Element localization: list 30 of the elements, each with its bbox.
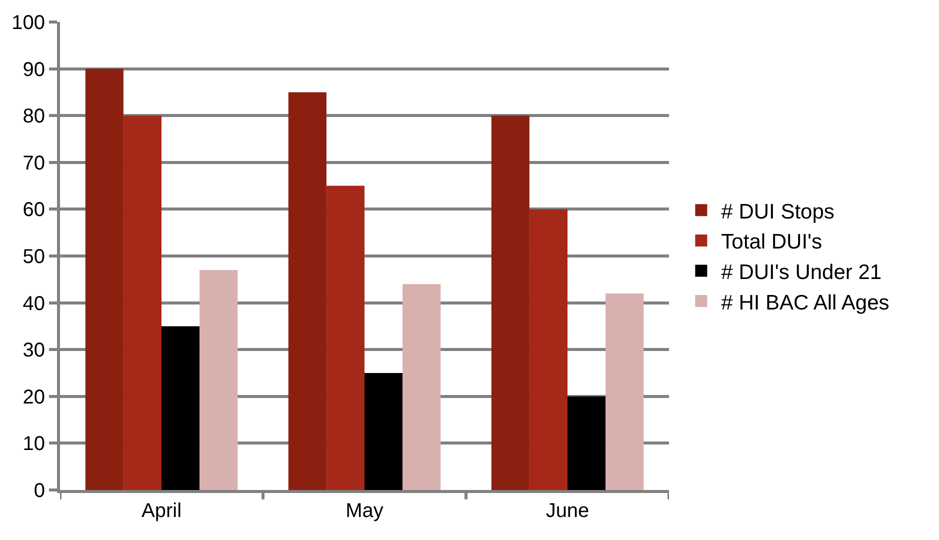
y-tick-label: 100 [12, 12, 45, 34]
y-tick-label: 90 [22, 58, 45, 81]
bar [491, 116, 530, 490]
x-tick-label: June [546, 500, 590, 522]
bar [326, 186, 364, 490]
bar [200, 270, 238, 490]
y-tick-label: 40 [22, 292, 45, 315]
bar [162, 326, 200, 490]
bar [85, 68, 124, 490]
y-tick-label: 70 [22, 152, 45, 174]
x-tick-label: April [141, 500, 182, 522]
legend-label: Total DUI's [721, 230, 822, 254]
y-tick-label: 20 [22, 386, 45, 408]
bar [568, 396, 606, 490]
bar [529, 209, 568, 490]
y-tick-label: 80 [22, 106, 45, 128]
y-tick-label: 60 [22, 199, 45, 222]
bar [402, 284, 441, 490]
y-tick-label: 0 [34, 480, 45, 502]
bar [123, 116, 162, 490]
legend-label: # DUI Stops [721, 200, 834, 224]
bar [288, 92, 326, 490]
legend-label: # DUI's Under 21 [721, 260, 882, 284]
legend-label: # HI BAC All Ages [721, 291, 890, 314]
x-tick-label: May [346, 500, 384, 522]
y-tick-label: 30 [22, 340, 45, 362]
y-tick-label: 10 [22, 433, 45, 456]
bar [364, 373, 403, 490]
bar [606, 293, 644, 490]
y-tick-label: 50 [22, 246, 45, 268]
